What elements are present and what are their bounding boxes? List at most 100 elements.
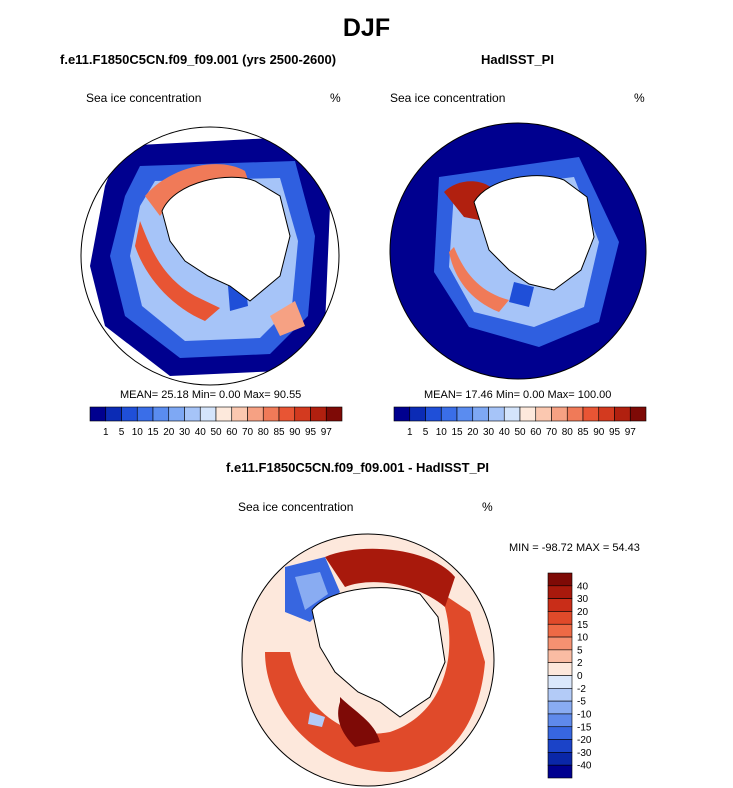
colorbar-hadisst-tick-label: 10 [436,427,448,438]
colorbar-hadisst-swatch [629,406,647,422]
colorbar-model-swatch [325,406,343,422]
colorbar-hadisst-swatch [393,406,411,422]
colorbar-difference-swatch [547,636,573,651]
colorbar-model-tick-label: 85 [273,427,285,438]
colorbar-difference-tick-label: -5 [577,697,586,708]
panel-2-variable-label: Sea ice concentration [390,91,506,105]
colorbar-difference-swatch [547,675,573,689]
panel-2-stats: MEAN= 17.46 Min= 0.00 Max= 100.00 [424,389,612,401]
colorbar-difference-tick-label: 40 [577,581,589,592]
colorbar-model-tick-label: 80 [258,427,270,438]
colorbar-difference-tick-label: -40 [577,761,592,772]
colorbar-difference-swatch [547,713,573,728]
colorbar-difference-swatch [547,739,573,753]
colorbar-model: 1 5 10 15 20 30 40 50 60 70 80 85 90 95 97 [89,406,343,438]
colorbar-difference-tick-label: 0 [577,671,583,682]
colorbar-hadisst-tick-label: 5 [423,427,429,438]
colorbar-difference-tick-label: 5 [577,645,583,656]
colorbar-difference-swatch [547,764,573,779]
colorbar-model-swatch [121,406,138,422]
colorbar-model-tick-label: 50 [210,427,222,438]
colorbar-model-tick-label: 20 [163,427,175,438]
colorbar-difference-tick-label: 15 [577,620,589,631]
panel-1-stats: MEAN= 25.18 Min= 0.00 Max= 90.55 [120,389,302,401]
panel-2-title: HadISST_PI [481,52,554,67]
colorbar-hadisst-tick-label: 20 [467,427,479,438]
panel-1-title: f.e11.F1850C5CN.f09_f09.001 (yrs 2500-26… [60,52,337,67]
colorbar-model-tick-label: 60 [226,427,238,438]
colorbar-model-swatch [262,406,280,422]
colorbar-difference-swatch [547,752,573,766]
colorbar-hadisst-swatch [551,406,568,422]
colorbar-hadisst-swatch [472,406,489,422]
colorbar-model-swatch [310,406,327,422]
colorbar-hadisst-swatch [519,406,537,422]
panel-1-variable-label: Sea ice concentration [86,91,202,105]
map-3-antarctica [311,587,446,718]
colorbar-difference-tick-label: -10 [577,709,592,720]
colorbar-hadisst-swatch [614,406,631,422]
colorbar-model-swatch [152,406,170,422]
colorbar-model-swatch [215,406,233,422]
colorbar-model-swatch [89,406,107,422]
colorbar-difference-tick-label: 10 [577,633,589,644]
map-1-antarctica [161,176,291,302]
colorbar-hadisst-swatch [503,406,521,422]
colorbar-hadisst-tick-label: 40 [499,427,511,438]
colorbar-difference-swatch [547,700,573,715]
panel-1-units-label: % [330,91,341,105]
colorbar-difference-swatch [547,623,573,638]
colorbar-hadisst-swatch [425,406,442,422]
colorbar-difference-tick-label: -2 [577,684,586,695]
colorbar-hadisst-tick-label: 1 [407,427,413,438]
colorbar-difference-swatch [547,662,573,676]
colorbar-model-tick-label: 5 [119,427,125,438]
colorbar-hadisst-swatch [488,406,505,422]
colorbar-hadisst-tick-label: 30 [483,427,495,438]
colorbar-hadisst-tick-label: 80 [562,427,574,438]
colorbar-hadisst-tick-label: 70 [546,427,558,438]
panel-3-title: f.e11.F1850C5CN.f09_f09.001 - HadISST_PI [226,460,490,475]
colorbar-difference-swatch [547,572,573,587]
colorbar-model-swatch [168,406,185,422]
colorbar-hadisst-tick-label: 60 [530,427,542,438]
colorbar-difference-tick-label: -15 [577,722,592,733]
colorbar-hadisst-swatch [598,406,615,422]
colorbar-hadisst-swatch [409,406,426,422]
colorbar-hadisst: 1 5 10 15 20 30 40 50 60 70 80 85 90 95 97 [393,406,647,438]
colorbar-model-tick-label: 70 [242,427,254,438]
colorbar-model-tick-label: 97 [321,427,333,438]
colorbar-model-tick-label: 10 [132,427,144,438]
colorbar-difference-swatch [547,585,573,599]
colorbar-hadisst-tick-label: 50 [514,427,526,438]
colorbar-model-swatch [199,406,217,422]
colorbar-difference-tick-label: 2 [577,658,583,669]
colorbar-model-swatch [247,406,264,422]
colorbar-model-swatch [105,406,122,422]
colorbar-model-swatch [136,406,154,422]
colorbar-model-tick-label: 40 [195,427,207,438]
panel-3-units-label: % [482,500,493,514]
map-difference [241,533,495,787]
main-title: DJF [342,14,391,42]
colorbar-hadisst-swatch [456,406,474,422]
colorbar-model-tick-label: 95 [305,427,317,438]
colorbar-model-tick-label: 30 [179,427,191,438]
colorbar-hadisst-swatch [582,406,600,422]
colorbar-model-swatch [294,406,311,422]
colorbar-model-swatch [278,406,296,422]
colorbar-hadisst-swatch [440,406,458,422]
colorbar-difference-tick-label: 20 [577,607,589,618]
colorbar-difference-tick-label: -30 [577,748,592,759]
colorbar-hadisst-tick-label: 15 [451,427,463,438]
colorbar-difference-swatch [547,598,573,612]
panel-3-stats: MIN = -98.72 MAX = 54.43 [509,542,640,554]
map-model-sea-ice [80,126,340,386]
map-2-antarctica [473,175,595,291]
colorbar-hadisst-swatch [566,406,584,422]
map-3-positive-ring [265,592,485,772]
map-hadisst-sea-ice [389,122,647,380]
colorbar-hadisst-swatch [535,406,552,422]
colorbar-model-tick-label: 90 [289,427,301,438]
colorbar-model-tick-label: 1 [103,427,109,438]
